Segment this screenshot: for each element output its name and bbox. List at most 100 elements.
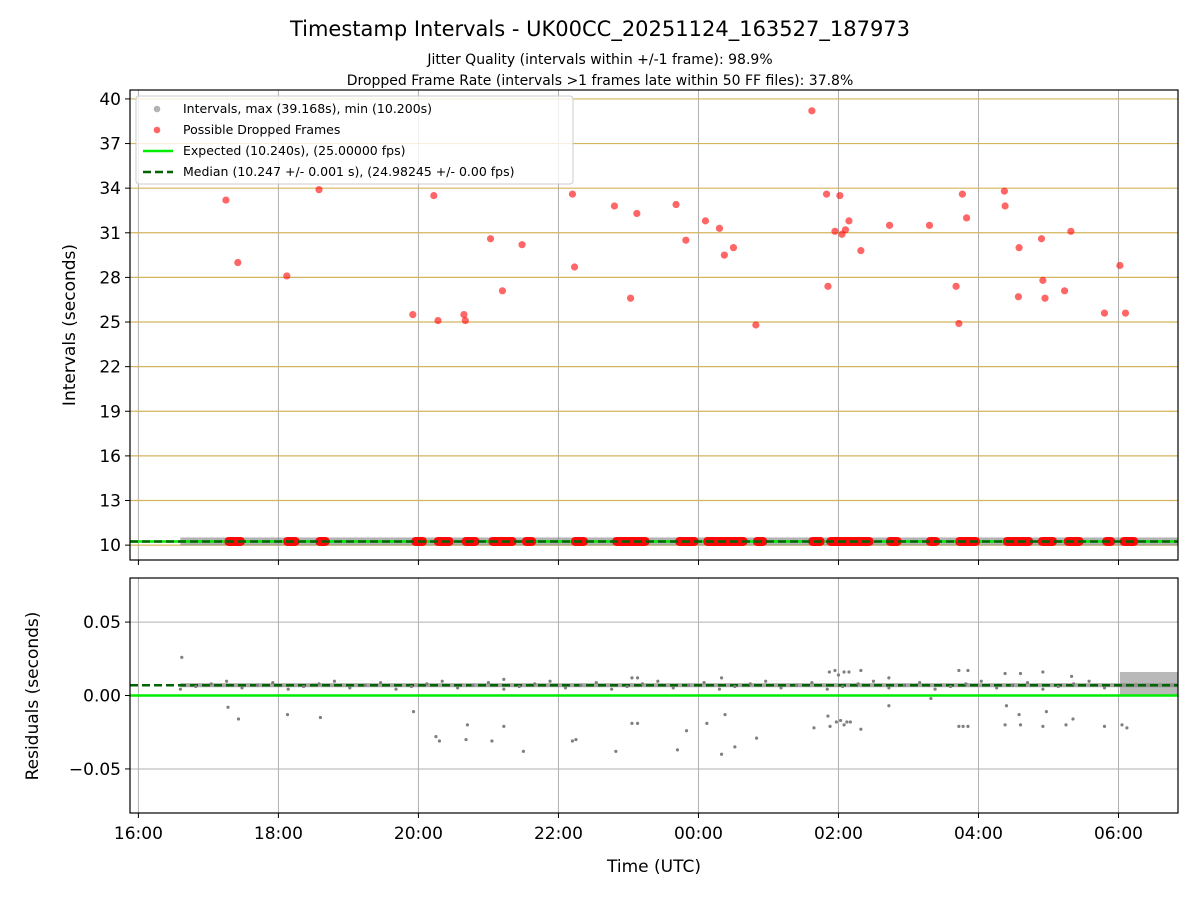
residual-point-64 xyxy=(635,676,640,680)
residual-point-28 xyxy=(834,720,838,724)
residual-point-17 xyxy=(635,721,640,726)
residuals-panel: 0.05 0.00 −0.05 16:00 18:00 20:00 22:00 00:00 0… xyxy=(23,577,1179,877)
figure-subtitle-dropped: Dropped Frame Rate (intervals >1 frames … xyxy=(347,73,854,89)
residual-point-55 xyxy=(859,668,863,673)
residual-point-6 xyxy=(434,735,438,739)
residuals-band xyxy=(180,683,1179,688)
residual-band-point-31 xyxy=(656,679,660,683)
residual-band-point-8 xyxy=(302,684,306,689)
residual-point-9 xyxy=(465,723,470,727)
residual-point-19 xyxy=(684,729,689,733)
intervals-legend: Intervals, max (39.168s), min (10.200s) … xyxy=(135,95,574,185)
residual-band-point-56 xyxy=(1041,687,1045,691)
dropped-point-18 xyxy=(682,236,690,244)
residual-band-point-0 xyxy=(178,687,183,691)
residual-point-59 xyxy=(1003,671,1007,676)
residuals-y-ticks: 0.05 0.00 −0.05 xyxy=(69,613,130,780)
dropped-point-24 xyxy=(808,107,816,115)
residual-band-point-9 xyxy=(317,682,321,686)
dropped-point-41 xyxy=(1014,293,1022,301)
residual-point-30 xyxy=(842,723,846,727)
dropped-point-12 xyxy=(568,190,577,198)
residual-point-58 xyxy=(966,668,970,673)
legend-box xyxy=(135,95,574,185)
dropped-point-15 xyxy=(626,294,635,302)
intervals-ytick-label-0: 10 xyxy=(99,536,121,556)
intervals-y-axis-label: Intervals (seconds) xyxy=(60,244,80,406)
residual-point-11 xyxy=(502,724,506,728)
residual-point-32 xyxy=(848,720,852,724)
dropped-point-43 xyxy=(1037,235,1046,243)
residual-band-point-60 xyxy=(1102,686,1107,690)
dropped-point-35 xyxy=(952,282,960,290)
residual-point-34 xyxy=(887,704,891,708)
residual-band-point-39 xyxy=(779,686,783,690)
residual-point-16 xyxy=(630,721,634,726)
residual-point-27 xyxy=(828,724,832,728)
dropped-point-48 xyxy=(1100,309,1109,317)
residual-band-point-57 xyxy=(1056,684,1060,689)
residual-band-point-18 xyxy=(456,686,460,690)
dropped-point-26 xyxy=(824,282,832,290)
residual-band-point-45 xyxy=(871,679,876,683)
residual-point-23 xyxy=(733,745,737,749)
residual-band-point-29 xyxy=(625,684,629,689)
legend-expected-label: Expected (10.240s), (25.00000 fps) xyxy=(183,143,405,158)
residual-band-point-43 xyxy=(841,684,845,689)
residual-point-12 xyxy=(521,749,526,753)
residual-band-point-25 xyxy=(563,686,568,690)
dropped-point-28 xyxy=(836,192,844,200)
residual-point-22 xyxy=(723,712,727,717)
residual-point-20 xyxy=(705,721,709,726)
dropped-point-3 xyxy=(315,186,323,194)
dropped-point-10 xyxy=(498,287,507,295)
residual-band-point-37 xyxy=(748,682,752,686)
legend-intervals-label: Intervals, max (39.168s), min (10.200s) xyxy=(183,101,432,116)
residual-band-point-44 xyxy=(856,682,860,686)
dropped-point-50 xyxy=(1121,309,1130,317)
xtick-label-6: 04:00 xyxy=(954,824,1003,844)
residual-band-point-17 xyxy=(440,679,444,683)
residual-band-point-40 xyxy=(794,683,799,687)
figure-subtitle-jitter: Jitter Quality (intervals within +/-1 fr… xyxy=(426,52,772,68)
dropped-point-2 xyxy=(283,272,291,280)
dropped-point-20 xyxy=(715,224,724,232)
intervals-ytick-label-1: 13 xyxy=(99,492,121,512)
residual-band-point-51 xyxy=(964,682,968,686)
dropped-point-47 xyxy=(1067,227,1075,235)
residual-band-point-3 xyxy=(225,679,229,683)
dropped-point-9 xyxy=(486,235,495,243)
residual-point-41 xyxy=(1017,712,1021,717)
residual-band-point-14 xyxy=(394,687,398,691)
residual-band-point-59 xyxy=(1087,679,1091,683)
residuals-ytick-label-2: −0.05 xyxy=(69,760,121,780)
residual-band-point-6 xyxy=(271,680,275,685)
residual-point-48 xyxy=(1120,723,1124,727)
intervals-ytick-label-8: 34 xyxy=(99,179,121,199)
residual-point-25 xyxy=(812,726,816,730)
dropped-point-27 xyxy=(831,227,839,235)
residual-point-38 xyxy=(966,724,970,728)
figure-title: Timestamp Intervals - UK00CC_20251124_16… xyxy=(289,17,910,42)
dropped-cluster-16 xyxy=(925,536,940,546)
dropped-point-37 xyxy=(958,190,966,198)
legend-median-label: Median (10.247 +/- 0.001 s), (24.98245 +… xyxy=(183,164,514,179)
dropped-point-32 xyxy=(857,247,865,255)
residual-point-47 xyxy=(1102,724,1107,728)
intervals-plot-frame xyxy=(129,89,1179,561)
residual-point-52 xyxy=(836,673,841,677)
xtick-label-4: 00:00 xyxy=(674,824,723,844)
dropped-point-40 xyxy=(1001,202,1009,210)
residual-point-35 xyxy=(929,696,933,701)
residual-band-point-19 xyxy=(471,683,475,687)
residual-point-66 xyxy=(719,676,724,680)
intervals-ytick-label-3: 19 xyxy=(99,402,121,422)
residual-point-10 xyxy=(490,739,494,743)
dropped-point-8 xyxy=(461,316,469,325)
dropped-point-1 xyxy=(234,258,242,267)
residual-band-point-36 xyxy=(733,684,737,689)
residual-band-point-15 xyxy=(409,684,414,689)
dropped-cluster-9 xyxy=(612,536,650,546)
residuals-x-ticks: 16:00 18:00 20:00 22:00 00:00 02:00 04:00 06:00 xyxy=(114,813,1143,844)
residual-band-point-32 xyxy=(671,686,675,690)
